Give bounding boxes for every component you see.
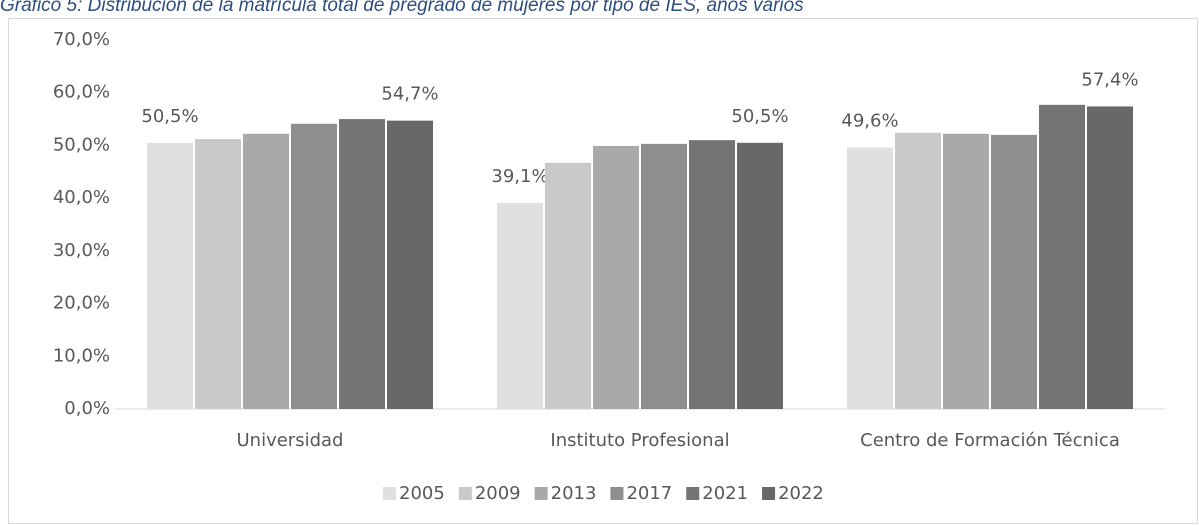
y-tick-label: 40,0%	[53, 187, 110, 208]
legend-label: 2022	[778, 483, 824, 504]
legend-swatch	[610, 487, 624, 500]
bar	[339, 119, 385, 410]
bar	[545, 162, 591, 409]
x-tick-label: Instituto Profesional	[550, 430, 729, 451]
bar	[593, 145, 639, 409]
bar	[1087, 106, 1133, 410]
bar	[689, 140, 735, 409]
chart-title: Gráfico 5: Distribución de la matrícula …	[0, 0, 804, 16]
bar	[895, 132, 941, 409]
bar	[737, 142, 783, 410]
x-tick-label: Universidad	[237, 430, 344, 451]
y-tick-label: 0,0%	[64, 398, 110, 419]
chart-border	[8, 18, 1198, 524]
data-label: 54,7%	[381, 84, 438, 105]
x-tick-label: Centro de Formación Técnica	[860, 430, 1120, 451]
legend-label: 2009	[475, 483, 521, 504]
bar	[291, 123, 337, 410]
data-label: 50,5%	[141, 106, 198, 127]
y-tick-label: 50,0%	[53, 134, 110, 155]
y-tick-label: 20,0%	[53, 293, 110, 314]
bar	[387, 120, 433, 409]
y-tick-label: 70,0%	[53, 29, 110, 50]
bar	[1039, 104, 1085, 410]
data-label: 50,5%	[731, 106, 788, 127]
bar	[147, 142, 193, 410]
legend-label: 2005	[399, 483, 445, 504]
legend-label: 2021	[702, 483, 748, 504]
legend-swatch	[534, 487, 548, 500]
bar	[195, 139, 241, 410]
bar	[497, 202, 543, 409]
legend-label: 2017	[626, 483, 672, 504]
bar	[243, 133, 289, 409]
data-label: 39,1%	[491, 166, 548, 187]
data-label: 57,4%	[1081, 69, 1138, 90]
legend-swatch	[686, 487, 700, 500]
y-tick-label: 10,0%	[53, 345, 110, 366]
bar	[943, 133, 989, 409]
y-tick-label: 60,0%	[53, 82, 110, 103]
bar	[641, 143, 687, 409]
bar	[847, 147, 893, 409]
y-tick-label: 30,0%	[53, 240, 110, 261]
bar	[991, 134, 1037, 409]
legend-swatch	[762, 487, 776, 500]
legend-swatch	[458, 487, 472, 500]
legend-swatch	[383, 487, 396, 500]
legend-label: 2013	[551, 483, 597, 504]
data-label: 49,6%	[841, 111, 898, 132]
